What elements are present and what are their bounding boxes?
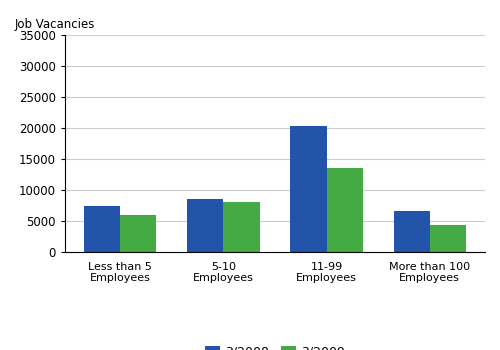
Bar [290, 126, 326, 252]
Bar [120, 215, 156, 252]
Text: Job Vacancies: Job Vacancies [14, 18, 95, 31]
Bar [326, 168, 362, 252]
Bar [224, 202, 260, 252]
Legend: 3/2008, 3/2009: 3/2008, 3/2009 [200, 341, 350, 350]
Bar [394, 211, 430, 252]
Bar [188, 199, 224, 252]
Bar [84, 206, 120, 252]
Bar [430, 225, 466, 252]
